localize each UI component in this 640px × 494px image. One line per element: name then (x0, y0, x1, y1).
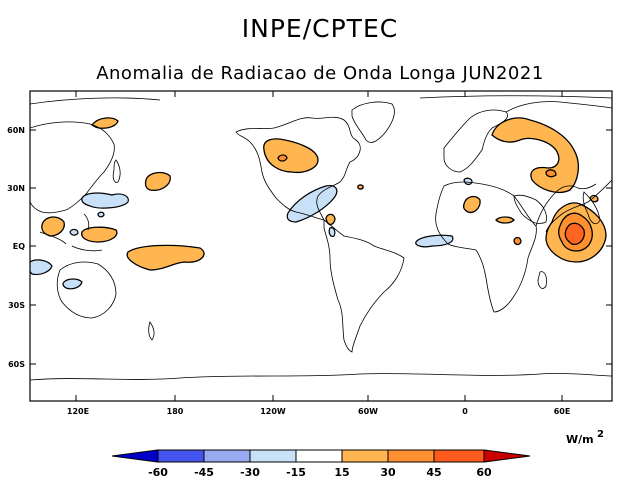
lat-axis: 60N 30N EQ 30S 60S (7, 126, 612, 369)
colorbar-seg-5 (341, 449, 389, 463)
lon-label-120w: 120W (260, 407, 286, 416)
lat-label-60s: 60S (8, 360, 25, 369)
anomaly-pos-central-pacific (144, 171, 171, 191)
colorbar-label-8: 60 (476, 466, 492, 479)
coast-greenland (351, 101, 395, 143)
anomaly-pos-east-africa-small (513, 236, 522, 246)
anomaly-neg-north-africa-small (463, 177, 473, 186)
lon-axis: 120E 180 120W 60W 0 60E (67, 91, 570, 416)
colorbar-label-6: 30 (380, 466, 396, 479)
colorbar-seg-6 (387, 449, 435, 463)
colorbar-label-5: 15 (334, 466, 349, 479)
lat-label-eq: EQ (13, 242, 25, 251)
colorbar-seg-3 (249, 449, 297, 463)
anomaly-pos-arabian-sea-core (564, 222, 585, 246)
coast-arabia (513, 194, 547, 224)
anomaly-neg-western-pacific-small (97, 211, 105, 218)
colorbar (111, 449, 531, 463)
lon-label-120e: 120E (67, 407, 89, 416)
anomaly-neg-australia (62, 278, 83, 290)
coast-east-asia (30, 121, 115, 214)
lon-label-60w: 60W (358, 407, 378, 416)
positive-anomalies (41, 117, 607, 271)
coast-australia (56, 261, 117, 319)
colorbar-cap-high (483, 449, 531, 463)
colorbar-label-4: -15 (286, 466, 306, 479)
coastlines (30, 95, 612, 381)
lat-label-60n: 60N (7, 126, 25, 135)
lon-label-60e: 60E (554, 407, 571, 416)
map-area (30, 95, 612, 381)
anomaly-neg-western-pacific (81, 192, 129, 209)
coast-asia (505, 101, 612, 233)
anomaly-pos-north-america-core (277, 154, 288, 162)
source-title: INPE/CPTEC (241, 14, 399, 43)
colorbar-label-3: -30 (240, 466, 260, 479)
colorbar-label-7: 45 (426, 466, 441, 479)
colorbar-seg-1 (157, 449, 205, 463)
anomaly-pos-new-guinea (81, 226, 118, 243)
coast-india (582, 191, 601, 225)
lat-label-30s: 30S (8, 301, 25, 310)
colorbar-label-2: -45 (194, 466, 214, 479)
coast-arctic (30, 95, 612, 105)
anomaly-pos-sahel-small (495, 216, 515, 224)
lat-label-30n: 30N (7, 184, 25, 193)
anomaly-pos-europe (491, 117, 580, 194)
coast-antarctica (30, 373, 612, 381)
coast-europe (443, 109, 508, 173)
anomaly-pos-equatorial-pacific (126, 244, 205, 271)
coast-new-zealand (148, 321, 155, 341)
coast-japan (112, 159, 121, 183)
anomaly-pos-atlantic-small (357, 184, 364, 190)
coast-north-america (235, 116, 361, 221)
anomaly-pos-north-africa (462, 195, 481, 214)
anomaly-pos-europe-core (545, 169, 557, 178)
colorbar-seg-7 (433, 449, 485, 463)
colorbar-cap-low (111, 449, 159, 463)
colorbar-seg-4 (295, 449, 343, 463)
anomaly-neg-indian-ocean (30, 259, 53, 276)
anomaly-pos-north-america (263, 138, 319, 174)
colorbar-labels: -60 -45 -30 -15 15 30 45 60 (148, 466, 492, 479)
anomaly-neg-philippine-small (69, 228, 79, 236)
anomaly-neg-west-africa (415, 234, 454, 248)
unit-exponent: 2 (597, 429, 604, 440)
map-title: Anomalia de Radiacao de Onda Longa JUN20… (96, 63, 544, 84)
coast-indonesia (39, 213, 103, 252)
anomaly-pos-indonesia-west (41, 216, 65, 237)
coast-madagascar (537, 271, 547, 289)
colorbar-seg-2 (203, 449, 251, 463)
colorbar-unit: W/m 2 (566, 429, 604, 446)
anomaly-pos-nw-pacific-small (91, 117, 119, 129)
lon-label-0: 0 (462, 407, 468, 416)
unit-label: W/m (566, 433, 594, 446)
anomaly-neg-central-america (328, 227, 336, 237)
coast-africa (435, 181, 537, 313)
coast-south-america (323, 219, 405, 353)
colorbar-label-1: -60 (148, 466, 168, 479)
lon-label-180: 180 (167, 407, 184, 416)
